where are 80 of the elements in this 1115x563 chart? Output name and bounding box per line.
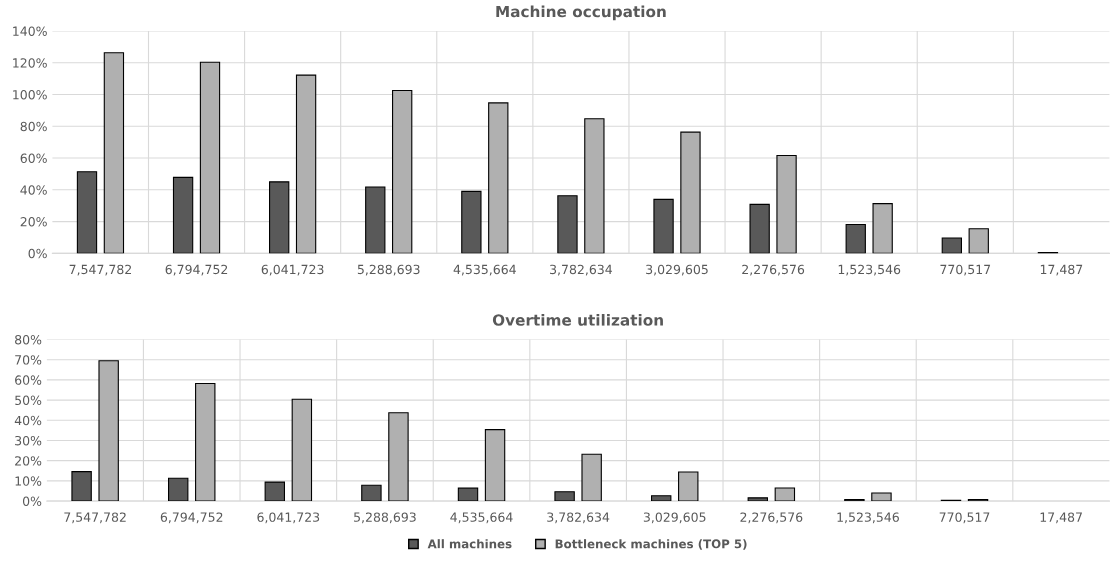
bar <box>195 382 216 502</box>
y-tick-label: 20% <box>20 217 47 227</box>
bar <box>557 195 578 254</box>
chart-title: Overtime utilization <box>492 313 663 326</box>
legend-label: Bottleneck machines (TOP 5) <box>555 539 747 550</box>
x-tick-label: 4,535,664 <box>453 264 516 276</box>
y-tick-label: 70% <box>15 355 42 365</box>
y-tick-label: 0% <box>28 248 47 259</box>
bar <box>747 497 769 502</box>
bar <box>167 477 189 502</box>
bar <box>361 484 382 502</box>
x-tick-label: 6,041,723 <box>261 264 324 276</box>
bar <box>71 471 92 502</box>
y-tick-label: 60% <box>20 153 47 163</box>
y-tick-label: 140% <box>13 26 47 36</box>
bar <box>76 171 98 254</box>
x-tick-label: 770,517 <box>940 264 991 276</box>
x-tick-label: 17,487 <box>1040 264 1083 276</box>
bar <box>584 118 605 254</box>
bar <box>269 181 290 254</box>
chart-title: Machine occupation <box>496 5 666 21</box>
x-tick-label: 17,487 <box>1040 512 1082 524</box>
y-tick-label: 50% <box>15 395 42 406</box>
y-tick-label: 30% <box>15 435 42 446</box>
bar <box>776 154 797 254</box>
x-tick-label: 7,547,782 <box>64 512 126 524</box>
y-tick-label: 80% <box>15 334 42 345</box>
y-tick-label: 10% <box>15 476 42 486</box>
bar <box>650 495 672 502</box>
bar <box>488 102 509 254</box>
bar <box>103 52 125 254</box>
bar <box>457 487 479 502</box>
bar <box>653 198 674 254</box>
x-tick-label: 770,517 <box>939 512 990 524</box>
x-tick-label: 3,782,634 <box>547 512 610 524</box>
bar <box>295 74 317 254</box>
bar <box>291 398 313 502</box>
bar <box>199 61 221 254</box>
x-tick-label: 1,523,546 <box>838 264 901 276</box>
x-tick-label: 3,029,605 <box>643 512 706 524</box>
bar <box>581 453 602 502</box>
x-tick-label: 2,276,576 <box>740 512 803 524</box>
bar <box>968 228 989 254</box>
x-tick-label: 7,547,782 <box>69 264 132 276</box>
bar <box>872 203 893 254</box>
y-tick-label: 0% <box>22 496 42 506</box>
x-tick-label: 4,535,664 <box>450 512 513 524</box>
bar <box>98 360 119 502</box>
x-tick-label: 6,794,752 <box>165 264 228 276</box>
bar <box>749 203 770 254</box>
x-tick-label: 5,288,693 <box>357 264 420 276</box>
bar <box>941 237 962 254</box>
y-tick-label: 20% <box>15 456 42 466</box>
y-tick-label: 80% <box>20 121 47 132</box>
bar <box>172 176 194 254</box>
bar <box>845 223 866 254</box>
bar <box>774 487 796 502</box>
bar <box>365 186 386 254</box>
x-tick-label: 3,782,634 <box>550 264 613 276</box>
x-tick-label: 1,523,546 <box>837 512 899 524</box>
bar <box>484 429 506 502</box>
bar <box>871 492 892 502</box>
bar <box>264 481 286 502</box>
y-tick-label: 40% <box>14 415 42 426</box>
bar <box>554 491 575 502</box>
y-tick-label: 60% <box>15 375 42 385</box>
bar <box>392 89 413 254</box>
x-tick-label: 3,029,605 <box>646 264 708 276</box>
y-tick-label: 40% <box>20 185 47 195</box>
bar <box>388 412 409 502</box>
bar <box>678 471 699 502</box>
x-tick-label: 6,794,752 <box>160 512 223 524</box>
x-tick-label: 2,276,576 <box>742 264 805 276</box>
bar <box>680 131 701 254</box>
x-tick-label: 5,288,693 <box>354 512 416 524</box>
x-tick-label: 6,041,723 <box>257 512 320 524</box>
y-tick-label: 100% <box>13 89 47 100</box>
y-tick-label: 120% <box>13 58 47 68</box>
legend-label: All machines <box>427 539 512 549</box>
bar <box>461 190 482 254</box>
